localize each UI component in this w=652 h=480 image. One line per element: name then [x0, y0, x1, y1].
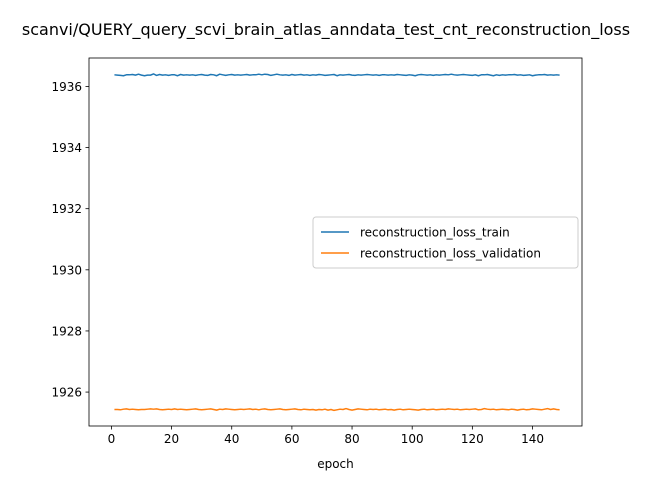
series-line-2 [114, 407, 560, 412]
x-axis: 0 20 40 60 80 100 120 140 [108, 426, 544, 446]
x-tick-label: 80 [344, 432, 359, 446]
y-tick-label: 1930 [51, 263, 82, 277]
x-tick-label: 40 [224, 432, 239, 446]
legend-entry-label: reconstruction_loss_train [360, 226, 510, 240]
y-tick-label: 1934 [51, 141, 82, 155]
legend-box [312, 216, 579, 269]
y-tick-label: 1928 [51, 324, 82, 338]
chart-title: scanvi/QUERY_query_scvi_brain_atlas_annd… [22, 20, 630, 40]
plot-area [114, 73, 560, 412]
series-line-1 [114, 73, 560, 77]
x-tick-label: 140 [521, 432, 544, 446]
legend: reconstruction_loss_train reconstruction_… [312, 216, 579, 269]
x-tick-label: 20 [164, 432, 179, 446]
x-tick-label: 60 [284, 432, 299, 446]
x-tick-label: 100 [401, 432, 424, 446]
x-axis-label: epoch [317, 457, 354, 471]
y-tick-label: 1926 [51, 386, 82, 400]
y-tick-label: 1932 [51, 202, 82, 216]
plot-frame [88, 57, 583, 427]
x-tick-label: 120 [461, 432, 484, 446]
x-tick-label: 0 [108, 432, 116, 446]
y-axis: 1926 1928 1930 1932 1934 1936 [51, 80, 89, 400]
y-tick-label: 1936 [51, 80, 82, 94]
legend-entry-label: reconstruction_loss_validation [360, 247, 541, 261]
